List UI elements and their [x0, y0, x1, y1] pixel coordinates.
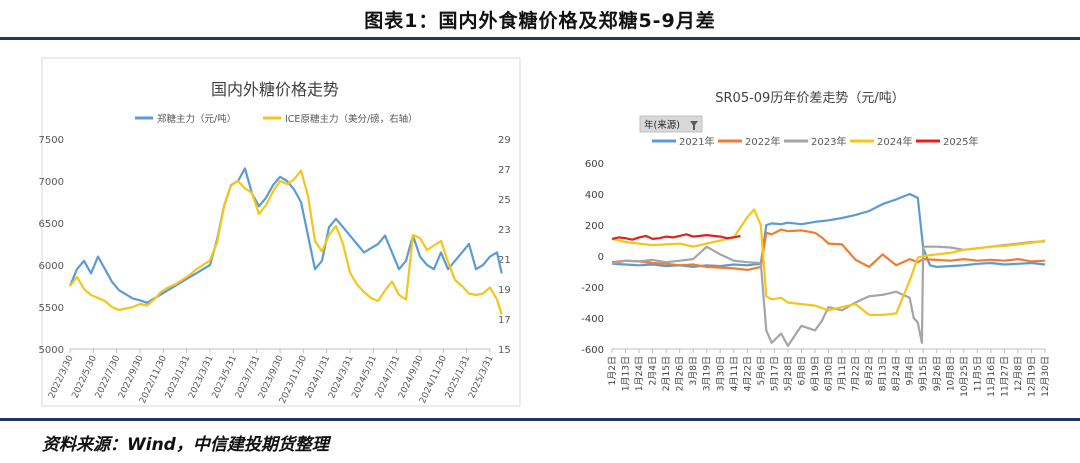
chart-title: 国内外糖价格走势: [211, 80, 339, 99]
y-right-tick-label: 19: [498, 285, 511, 296]
x-tick-label: 6月8日: [796, 356, 807, 385]
x-tick-label: 4月22日: [742, 356, 753, 391]
y-tick-label: 200: [585, 221, 604, 232]
x-tick-label: 8月13日: [878, 356, 889, 391]
y-left-tick-label: 5500: [39, 303, 64, 314]
filter-label: 年(来源): [644, 119, 680, 131]
x-tick-label: 10月25日: [959, 356, 970, 397]
x-tick-label: 9月15日: [918, 356, 929, 391]
y-left-tick-label: 7000: [39, 177, 64, 188]
y-tick-label: -200: [581, 283, 604, 294]
legend-label: 郑糖主力（元/吨）: [157, 113, 236, 125]
y-right-tick-label: 21: [498, 255, 511, 266]
series-line: [611, 192, 1046, 268]
funnel-icon: [690, 121, 698, 130]
x-tick-label: 11月16日: [986, 356, 997, 397]
x-tick-label: 3月8日: [688, 356, 699, 385]
x-tick-label: 3月19日: [702, 356, 713, 391]
series-line: [68, 167, 503, 304]
series-line: [611, 233, 741, 241]
x-tick-label: 5月17日: [769, 356, 780, 391]
y-tick-label: 400: [585, 190, 604, 201]
legend-label: 2022年: [745, 135, 780, 148]
filter-button: [639, 115, 703, 133]
series-line: [611, 228, 1046, 271]
y-left-tick-label: 6000: [39, 261, 64, 272]
y-right-tick-label: 25: [498, 195, 511, 206]
series-line: [611, 208, 1046, 316]
y-right-tick-label: 27: [498, 165, 511, 176]
source-note: 资料来源：Wind，中信建投期货整理: [42, 435, 329, 455]
x-tick-label: 6月30日: [824, 356, 835, 391]
sr05-09-spread-chart: SR05-09历年价差走势（元/吨） 年(来源) 2021年 2022年 2023年 20…: [581, 90, 1051, 397]
legend-label: 2021年: [679, 135, 714, 148]
x-tick-label: 5月6日: [756, 356, 767, 385]
x-tick-label: 5月28日: [783, 356, 794, 391]
y-tick-label: -400: [581, 314, 604, 325]
y-right-tick-label: 17: [498, 315, 511, 326]
legend-label: 2024年: [877, 135, 912, 148]
x-tick-label: 12月19日: [1026, 356, 1037, 397]
y-left-tick-label: 5000: [39, 345, 64, 356]
y-right-tick-label: 29: [498, 135, 511, 146]
x-tick-label: 10月8日: [945, 356, 956, 391]
x-tick-label: 9月26日: [932, 356, 943, 391]
x-tick-label: 1月24日: [634, 356, 645, 391]
series-line: [611, 240, 1046, 347]
x-tick-label: 2月26日: [675, 356, 686, 391]
x-tick-label: 8月2日: [864, 356, 875, 385]
x-tick-label: 8月24日: [891, 356, 902, 391]
y-right-tick-label: 23: [498, 225, 511, 236]
chart-title: SR05-09历年价差走势（元/吨）: [715, 90, 904, 106]
chart-frame: [41, 57, 521, 407]
x-tick-label: 2月15日: [661, 356, 672, 391]
x-tick-label: 7月22日: [851, 356, 862, 391]
x-tick-label: 9月4日: [905, 356, 916, 385]
series-line: [69, 169, 503, 315]
legend-label: 2023年: [811, 135, 846, 148]
y-tick-label: 0: [598, 252, 604, 263]
x-tick-label: 3月30日: [715, 356, 726, 391]
x-tick-label: 11月27日: [999, 356, 1010, 397]
y-left-tick-label: 7500: [39, 135, 64, 146]
x-tick-label: 4月11日: [729, 356, 740, 391]
legend-label: ICE原糖主力（美分/磅，右轴）: [285, 113, 418, 125]
x-tick-label: 1月13日: [621, 356, 632, 391]
x-tick-label: 6月19日: [810, 356, 821, 391]
figure-title: 图表1：国内外食糖价格及郑糖5-9月差: [364, 10, 716, 32]
x-tick-label: 7月11日: [837, 356, 848, 391]
legend-label: 2025年: [943, 135, 978, 148]
x-tick-label: 12月30日: [1040, 356, 1051, 397]
x-tick-label: 2月4日: [648, 356, 659, 385]
y-left-tick-label: 6500: [39, 219, 64, 230]
y-tick-label: -600: [581, 345, 604, 356]
top-rule: [0, 37, 1080, 40]
y-tick-label: 600: [585, 159, 604, 170]
x-tick-label: 1月2日: [607, 356, 618, 385]
y-right-tick-label: 15: [498, 345, 511, 356]
bottom-rule: [0, 418, 1080, 421]
x-tick-label: 11月5日: [972, 356, 983, 391]
x-tick-label: 12月8日: [1013, 356, 1024, 391]
